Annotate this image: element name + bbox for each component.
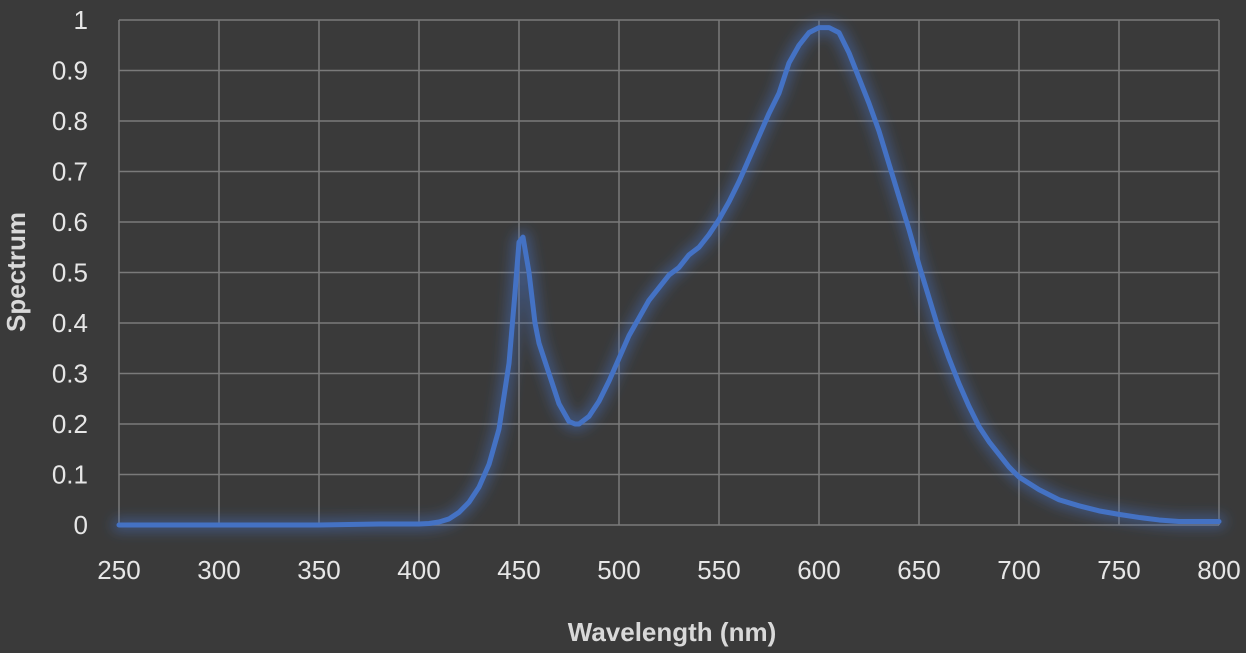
y-tick-label: 0.8 — [52, 106, 88, 136]
x-tick-label: 350 — [297, 555, 340, 585]
y-tick-label: 0.9 — [52, 56, 88, 86]
x-tick-label: 550 — [697, 555, 740, 585]
x-tick-label: 250 — [97, 555, 140, 585]
y-tick-label: 1 — [74, 5, 88, 35]
x-tick-label: 400 — [397, 555, 440, 585]
y-tick-label: 0.1 — [52, 460, 88, 490]
y-tick-label: 0.2 — [52, 409, 88, 439]
x-tick-label: 500 — [597, 555, 640, 585]
y-tick-label: 0.5 — [52, 258, 88, 288]
x-tick-label: 700 — [997, 555, 1040, 585]
y-axis-title: Spectrum — [1, 212, 31, 332]
series-line — [116, 25, 1222, 528]
y-tick-label: 0.7 — [52, 157, 88, 187]
y-tick-label: 0.3 — [52, 359, 88, 389]
x-tick-label: 800 — [1197, 555, 1240, 585]
y-tick-label: 0 — [74, 510, 88, 540]
x-tick-label: 300 — [197, 555, 240, 585]
tick-labels: 250 300 350 400 450 500 550 600 650 700 750 800 0 0.1… — [52, 5, 1241, 585]
y-tick-label: 0.6 — [52, 207, 88, 237]
x-tick-label: 650 — [897, 555, 940, 585]
series-layer — [112, 20, 1226, 532]
x-tick-label: 750 — [1097, 555, 1140, 585]
y-tick-label: 0.4 — [52, 308, 88, 338]
x-tick-label: 450 — [497, 555, 540, 585]
x-axis-title: Wavelength (nm) — [568, 617, 776, 647]
x-tick-label: 600 — [797, 555, 840, 585]
